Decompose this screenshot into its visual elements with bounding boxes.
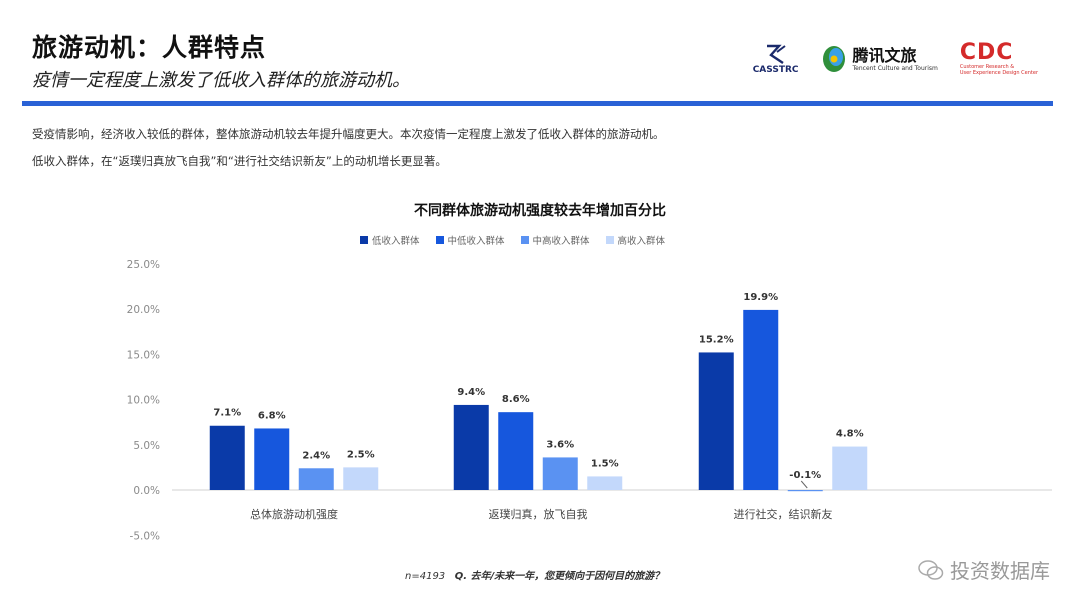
tencent-leaf-icon bbox=[822, 46, 845, 72]
tencent-sub: Tencent Culture and Tourism bbox=[852, 64, 938, 72]
bar bbox=[542, 457, 578, 490]
legend-label-mid-high: 中高收入群体 bbox=[532, 236, 590, 247]
tencent-culture-logo: 腾讯文旅 Tencent Culture and Tourism bbox=[821, 44, 938, 74]
cdc-label: CDC bbox=[959, 40, 1014, 65]
data-label: 8.6% bbox=[502, 394, 530, 405]
watermark-text: 投资数据库 bbox=[950, 559, 1050, 583]
summary-paragraph-2: 低收入群体，在“返璞归真放飞自我”和“进行社交结识新友”上的动机增长更显著。 bbox=[32, 154, 447, 168]
data-label: 3.6% bbox=[546, 439, 574, 450]
casstrc-logo: CASSTRC bbox=[753, 43, 799, 75]
cdc-logo: CDC Customer Research & User Experience … bbox=[959, 40, 1038, 77]
cdc-sub-1: Customer Research & bbox=[959, 64, 1015, 70]
bar bbox=[743, 309, 779, 490]
legend-label-mid-low: 中低收入群体 bbox=[447, 236, 505, 247]
legend-label-low: 低收入群体 bbox=[372, 236, 420, 247]
legend-item-mid-high: 中高收入群体 bbox=[520, 233, 590, 247]
category-label: 总体旅游动机强度 bbox=[250, 507, 338, 521]
data-label: 9.4% bbox=[457, 387, 485, 398]
legend-item-mid-low: 中低收入群体 bbox=[435, 233, 505, 247]
bar bbox=[832, 446, 868, 490]
cdc-sub-2: User Experience Design Center bbox=[959, 70, 1038, 76]
chart-title: 不同群体旅游动机强度较去年增加百分比 bbox=[414, 203, 666, 219]
survey-question: Q. 去年/未来一年，您更倾向于因何目的旅游？ bbox=[454, 571, 665, 582]
label-leader-line bbox=[800, 480, 808, 489]
tencent-name: 腾讯文旅 bbox=[852, 45, 917, 65]
legend-item-high: 高收入群体 bbox=[605, 233, 666, 247]
logo-bar: CASSTRC 腾讯文旅 Tencent Culture and Tourism… bbox=[753, 40, 1038, 78]
legend-swatch-high bbox=[605, 236, 614, 244]
watermark: 投资数据库 bbox=[918, 555, 1050, 584]
y-tick-label: 20.0% bbox=[127, 304, 160, 316]
data-label: 1.5% bbox=[591, 458, 619, 469]
data-label: 4.8% bbox=[836, 429, 864, 440]
bar bbox=[698, 352, 734, 490]
data-label: 15.2% bbox=[699, 334, 734, 345]
page-subtitle: 疫情一定程度上激发了低收入群体的旅游动机。 bbox=[32, 70, 410, 91]
y-tick-label: 25.0% bbox=[127, 259, 160, 271]
sample-size: n=4193 bbox=[405, 571, 446, 582]
bar bbox=[498, 412, 534, 490]
casstrc-label: CASSTRC bbox=[752, 65, 799, 75]
page-title: 旅游动机：人群特点 bbox=[32, 33, 267, 62]
header-divider bbox=[22, 101, 1053, 106]
data-label: 2.5% bbox=[347, 449, 375, 460]
footnote: n=4193 Q. 去年/未来一年，您更倾向于因何目的旅游？ bbox=[405, 567, 664, 582]
data-label: 7.1% bbox=[213, 408, 241, 419]
legend-label-high: 高收入群体 bbox=[617, 236, 666, 247]
bar bbox=[587, 476, 623, 490]
data-label: -0.1% bbox=[789, 470, 821, 481]
y-tick-label: -5.0% bbox=[130, 530, 160, 542]
category-label: 进行社交，结识新友 bbox=[734, 507, 833, 521]
legend-item-low: 低收入群体 bbox=[360, 233, 420, 247]
wechat-icon bbox=[918, 559, 944, 580]
summary-paragraph-1: 受疫情影响，经济收入较低的群体，整体旅游动机较去年提升幅度更大。本次疫情一定程度… bbox=[32, 127, 665, 141]
bar bbox=[787, 490, 823, 492]
y-tick-label: 0.0% bbox=[133, 485, 160, 497]
bar bbox=[209, 425, 245, 490]
legend-swatch-low bbox=[360, 236, 368, 244]
bar bbox=[453, 404, 489, 490]
y-tick-label: 15.0% bbox=[127, 349, 160, 361]
data-label: 19.9% bbox=[743, 292, 778, 303]
bar bbox=[298, 468, 334, 490]
y-tick-label: 5.0% bbox=[133, 440, 160, 452]
bar bbox=[343, 467, 379, 490]
casstrc-emblem-icon bbox=[766, 44, 786, 64]
legend-swatch-mid-low bbox=[435, 236, 444, 244]
legend-swatch-mid-high bbox=[520, 236, 529, 244]
data-label: 6.8% bbox=[258, 410, 286, 421]
y-tick-label: 10.0% bbox=[127, 395, 160, 407]
chart-legend: 低收入群体 中低收入群体 中高收入群体 高收入群体 bbox=[360, 233, 665, 247]
data-label: 2.4% bbox=[302, 450, 330, 461]
bar bbox=[254, 428, 290, 490]
category-label: 返璞归真，放飞自我 bbox=[489, 507, 588, 521]
